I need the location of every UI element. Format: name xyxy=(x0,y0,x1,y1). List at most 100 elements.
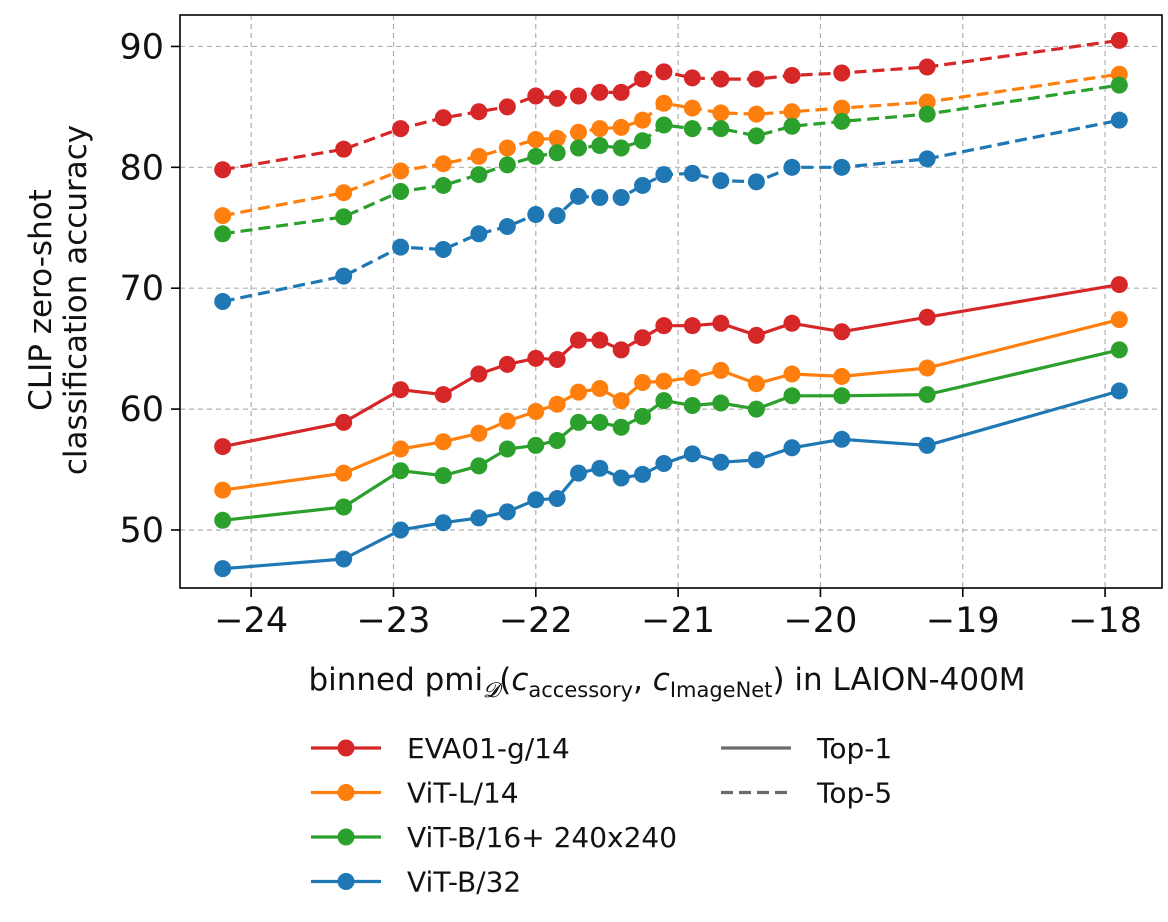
data-point xyxy=(783,117,801,135)
data-point xyxy=(498,440,516,458)
data-point xyxy=(918,359,936,377)
data-point xyxy=(392,440,410,458)
data-point xyxy=(470,509,488,527)
data-point xyxy=(712,104,730,122)
x-tick-label: −19 xyxy=(926,601,1000,641)
data-point xyxy=(1110,111,1128,129)
data-point xyxy=(747,326,765,344)
legend-label: ViT-B/32 xyxy=(407,866,521,899)
y-axis-label-line-2: classification accuracy xyxy=(58,125,94,475)
data-point xyxy=(214,481,232,499)
data-point xyxy=(591,331,609,349)
data-point xyxy=(591,380,609,398)
legend: EVA01-g/14 ViT-L/14 ViT-B/16+ 240x240 ViT-B… xyxy=(311,732,892,899)
data-point xyxy=(434,386,452,404)
data-point xyxy=(634,407,652,425)
data-point xyxy=(712,70,730,88)
data-point xyxy=(392,381,410,399)
data-point xyxy=(498,355,516,373)
data-point xyxy=(335,208,353,226)
data-point xyxy=(527,436,545,454)
data-point xyxy=(591,189,609,207)
data-point xyxy=(434,514,452,532)
legend-marker xyxy=(337,873,355,890)
data-point xyxy=(591,459,609,477)
data-point xyxy=(392,238,410,256)
data-point xyxy=(335,140,353,158)
data-point xyxy=(498,139,516,157)
data-point xyxy=(918,93,936,111)
data-point xyxy=(655,116,673,134)
data-point xyxy=(783,314,801,332)
y-tick-label: 90 xyxy=(119,27,164,67)
data-point xyxy=(335,498,353,516)
legend-label: ViT-B/16+ 240x240 xyxy=(407,821,677,854)
data-point xyxy=(569,383,587,401)
data-point xyxy=(392,162,410,180)
data-point xyxy=(612,341,630,359)
data-point xyxy=(498,218,516,236)
data-point xyxy=(612,83,630,101)
data-point xyxy=(1110,382,1128,400)
data-point xyxy=(569,464,587,482)
data-point xyxy=(833,64,851,82)
y-tick-label: 70 xyxy=(119,269,164,309)
data-point xyxy=(783,439,801,457)
data-point xyxy=(527,205,545,223)
data-point xyxy=(527,147,545,165)
data-point xyxy=(470,424,488,442)
data-point xyxy=(548,395,566,413)
data-point xyxy=(527,403,545,421)
data-point xyxy=(569,331,587,349)
data-point xyxy=(392,182,410,200)
data-point xyxy=(214,161,232,179)
data-point xyxy=(918,150,936,168)
data-point xyxy=(548,129,566,147)
data-point xyxy=(569,87,587,105)
data-point xyxy=(470,166,488,184)
data-point xyxy=(1110,311,1128,329)
data-point xyxy=(470,365,488,383)
legend-label: EVA01-g/14 xyxy=(407,732,570,765)
data-point xyxy=(655,372,673,390)
plot-area xyxy=(180,15,1162,588)
data-point xyxy=(655,392,673,410)
x-tick-label: −23 xyxy=(357,601,431,641)
data-point xyxy=(655,94,673,112)
data-point xyxy=(591,413,609,431)
y-tick-label: 80 xyxy=(119,148,164,188)
data-point xyxy=(214,438,232,456)
data-point xyxy=(335,413,353,431)
data-point xyxy=(712,394,730,412)
data-point xyxy=(918,105,936,123)
legend-style-label: Top-5 xyxy=(816,777,892,810)
data-point xyxy=(833,158,851,176)
data-point xyxy=(634,132,652,150)
data-point xyxy=(392,120,410,138)
data-point xyxy=(591,83,609,101)
data-point xyxy=(548,432,566,450)
data-point xyxy=(470,225,488,243)
data-point xyxy=(1110,341,1128,359)
data-point xyxy=(683,445,701,463)
data-point xyxy=(783,66,801,84)
data-point xyxy=(634,329,652,347)
data-point xyxy=(683,69,701,87)
data-point xyxy=(434,109,452,127)
data-point xyxy=(498,156,516,174)
data-point xyxy=(833,112,851,130)
data-point xyxy=(214,225,232,243)
data-point xyxy=(712,172,730,190)
data-point xyxy=(335,267,353,285)
data-point xyxy=(612,118,630,136)
data-point xyxy=(527,349,545,367)
data-point xyxy=(747,400,765,418)
legend-marker xyxy=(337,784,355,801)
data-point xyxy=(214,560,232,578)
data-point xyxy=(683,164,701,182)
legend-marker xyxy=(337,739,355,757)
data-point xyxy=(569,123,587,141)
data-point xyxy=(634,111,652,129)
y-tick-label: 60 xyxy=(119,390,164,430)
